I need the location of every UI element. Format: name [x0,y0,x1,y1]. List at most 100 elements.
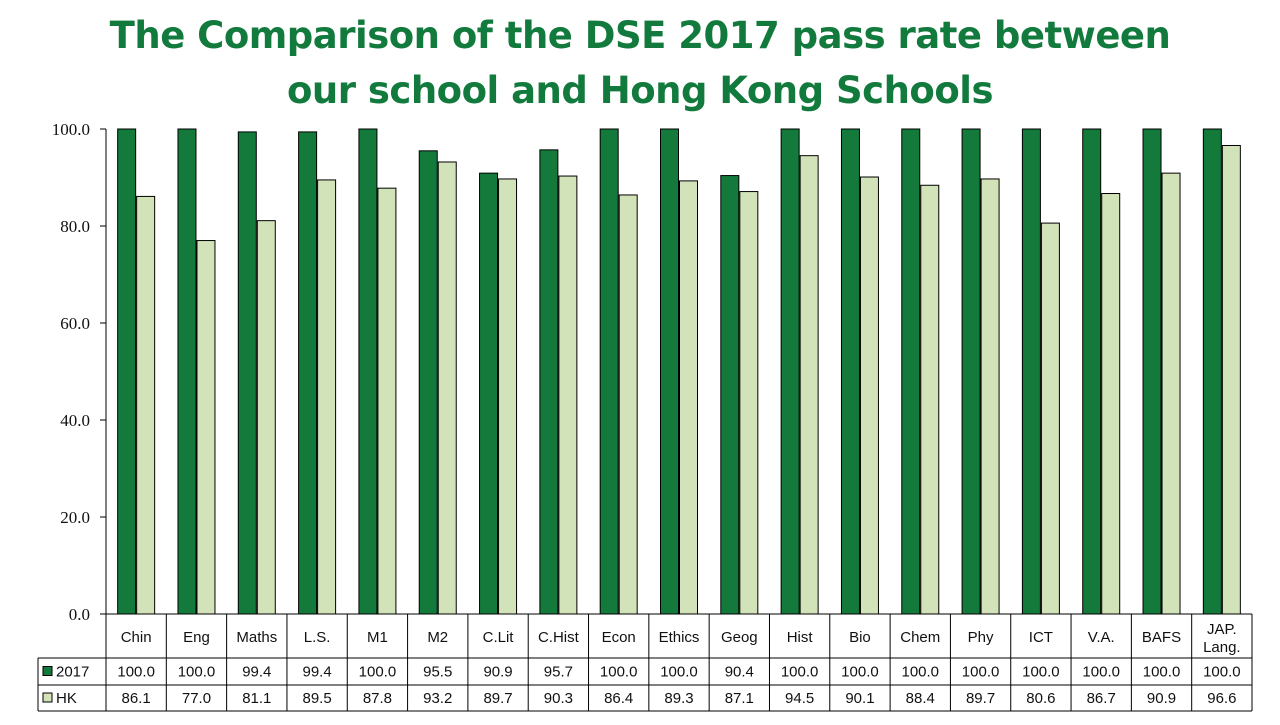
bar-hk [498,178,518,615]
value-hk: 87.1 [725,690,754,707]
category-label: Econ [602,629,636,646]
chart-title-line-1: The Comparison of the DSE 2017 pass rate… [109,14,1171,57]
bar-2017 [660,128,679,615]
bar-hk [1101,193,1121,615]
category-label: BAFS [1142,629,1181,646]
value-2017: 99.4 [303,664,332,681]
category-label: Chem [900,629,940,646]
value-2017: 100.0 [781,664,819,681]
value-hk: 81.1 [242,690,271,707]
bar-hk [1040,222,1060,615]
category-label: Ethics [659,629,700,646]
bar-2017 [901,128,921,615]
bar-2017 [1202,128,1222,615]
value-2017: 100.0 [1143,664,1181,681]
value-hk: 89.5 [303,690,332,707]
bar-hk [799,155,819,615]
bar-2017 [1021,128,1041,615]
bar-hk [136,195,156,615]
value-hk: 96.6 [1207,690,1236,707]
value-2017: 100.0 [901,664,939,681]
bar-2017 [840,128,860,615]
bar-hk [980,178,1000,615]
bar-2017 [479,172,499,615]
category-label: C.Lit [483,629,515,646]
bar-hk [437,161,457,615]
bar-2017 [237,131,257,615]
bar-hk [377,187,397,615]
value-hk: 89.7 [966,690,995,707]
bar-hk [1221,144,1241,615]
chart-title-line-2: our school and Hong Kong Schools [287,69,993,112]
series-name-2017: 2017 [56,664,89,681]
value-2017: 90.9 [483,664,512,681]
bar-2017 [298,131,318,615]
bar-2017 [1142,128,1162,615]
category-label-line: JAP. [1207,621,1237,638]
bar-hk [256,220,276,615]
y-tick-label: 60.0 [60,314,90,333]
y-axis: 0.0 20.0 40.0 60.0 80.0 100.0 [52,120,107,624]
bar-hk [1161,172,1181,615]
bar-2017 [418,150,438,615]
value-2017: 100.0 [1082,664,1120,681]
bar-2017 [961,128,981,615]
value-2017: 99.4 [242,664,271,681]
bar-2017 [117,128,137,615]
value-2017: 95.7 [544,664,573,681]
value-hk: 87.8 [363,690,392,707]
bar-hk [739,191,759,615]
category-label: Hist [787,629,814,646]
bar-2017 [780,128,800,615]
legend-key-2017 [42,666,53,676]
value-2017: 100.0 [359,664,397,681]
bar-hk [317,179,337,615]
category-label: M2 [427,629,448,646]
bar-2017 [720,175,740,615]
category-label: M1 [367,629,388,646]
bar-hk [679,180,698,615]
value-2017: 100.0 [660,664,698,681]
value-hk: 80.6 [1026,690,1055,707]
value-hk: 90.1 [845,690,874,707]
category-label: Geog [721,629,758,646]
value-hk: 93.2 [423,690,452,707]
category-label: Maths [236,629,277,646]
bar-2017 [599,128,619,615]
bar-hk [618,194,638,615]
bar-2017 [539,149,559,615]
bars [117,128,1241,615]
legend-key-hk [42,692,53,703]
value-hk: 86.7 [1087,690,1116,707]
value-2017: 100.0 [1203,664,1241,681]
value-hk: 90.9 [1147,690,1176,707]
bar-2017 [358,128,378,615]
value-hk: 90.3 [544,690,573,707]
category-label: C.Hist [538,629,580,646]
value-hk: 86.1 [122,690,151,707]
value-hk: 86.4 [604,690,633,707]
bar-hk [920,184,940,615]
value-2017: 100.0 [600,664,638,681]
category-label: JAP. Lang. [1203,621,1241,656]
series-name-hk: HK [56,690,77,707]
category-label: ICT [1029,629,1053,646]
y-tick-label: 0.0 [69,605,90,624]
category-label: V.A. [1088,629,1115,646]
value-2017: 100.0 [178,664,216,681]
value-hk: 94.5 [785,690,814,707]
y-tick-label: 40.0 [60,411,90,430]
value-2017: 90.4 [725,664,754,681]
value-hk: 89.7 [483,690,512,707]
category-label: L.S. [304,629,331,646]
value-hk: 77.0 [182,690,211,707]
data-table: Chin Eng Maths L.S. M1 M2 C.Lit C.Hist Econ Ethic… [37,613,1253,712]
value-hk: 88.4 [906,690,935,707]
bar-2017 [1082,128,1102,615]
value-2017: 100.0 [117,664,155,681]
value-2017: 100.0 [841,664,879,681]
bar-2017 [177,128,197,615]
value-2017: 100.0 [1022,664,1060,681]
category-label: Phy [968,629,994,646]
